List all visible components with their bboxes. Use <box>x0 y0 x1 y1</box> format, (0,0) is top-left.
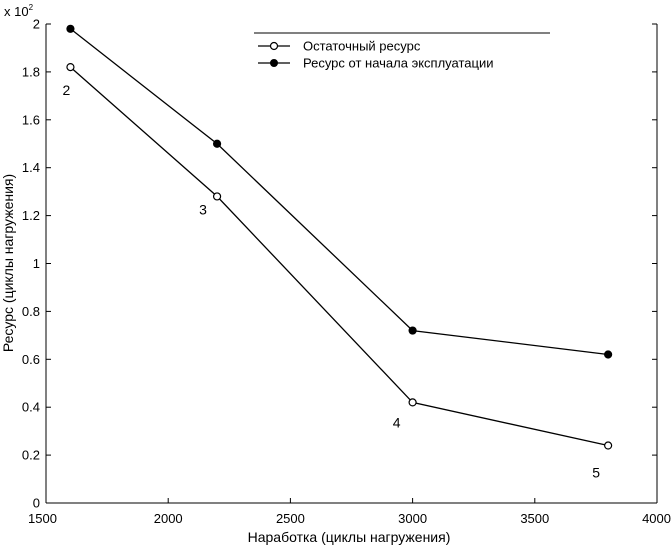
y-tick-label: 1.4 <box>22 160 40 175</box>
x-tick-label: 3000 <box>398 511 427 526</box>
x-tick-label: 1500 <box>28 511 57 526</box>
y-tick-label: 0.6 <box>22 352 40 367</box>
data-point-2 <box>66 24 75 33</box>
y-multiplier: x 102 <box>4 3 34 19</box>
data-point-2 <box>604 350 613 359</box>
legend-label-total: Ресурс от начала эксплуатации <box>303 56 494 71</box>
point-label: 2 <box>63 82 71 98</box>
y-tick-label: 0.4 <box>22 400 40 415</box>
x-tick-label: 3500 <box>520 511 549 526</box>
y-axis-label: Ресурс (циклы нагружения) <box>0 174 16 352</box>
legend-label-residual: Остаточный ресурс <box>303 39 421 54</box>
y-tick-label: 1.6 <box>22 112 40 127</box>
point-label: 3 <box>199 201 207 217</box>
y-tick-label: 1 <box>33 256 40 271</box>
x-tick-label: 2000 <box>154 511 183 526</box>
legend-marker-total <box>270 59 278 67</box>
point-labels-layer: 2 3 4 5 <box>63 82 601 480</box>
data-point-2 <box>408 326 417 335</box>
y-tick-label: 2 <box>33 17 40 32</box>
data-point-2 <box>212 139 222 148</box>
y-tick-label: 0.8 <box>22 304 40 319</box>
x-tick-label: 2500 <box>276 511 305 526</box>
point-label: 5 <box>592 465 600 481</box>
y-tick-label: 0 <box>33 496 40 511</box>
data-point-1 <box>604 441 613 450</box>
series-line-1 <box>69 66 609 447</box>
x-tick-label: 4000 <box>642 511 671 526</box>
y-tick-label: 1.2 <box>22 208 40 223</box>
legend: Остаточный ресурс Ресурс от начала экспл… <box>254 32 550 79</box>
legend-box <box>254 33 550 79</box>
plot-axes <box>45 24 658 504</box>
point-label: 4 <box>393 414 401 430</box>
legend-marker-residual <box>269 41 279 51</box>
x-axis-label: Наработка (циклы нагружения) <box>248 529 451 545</box>
series-line-2 <box>69 28 609 356</box>
series-layer <box>66 24 613 450</box>
axis-ticks: 1500 2000 2500 3000 3500 4000 0 0.2 0.4 0.6 0.8 1 1.… <box>22 17 671 527</box>
data-point-1 <box>212 192 222 201</box>
data-point-1 <box>408 398 417 407</box>
y-tick-label: 0.2 <box>22 448 40 463</box>
data-point-1 <box>66 63 75 72</box>
y-tick-label: 1.8 <box>22 64 40 79</box>
